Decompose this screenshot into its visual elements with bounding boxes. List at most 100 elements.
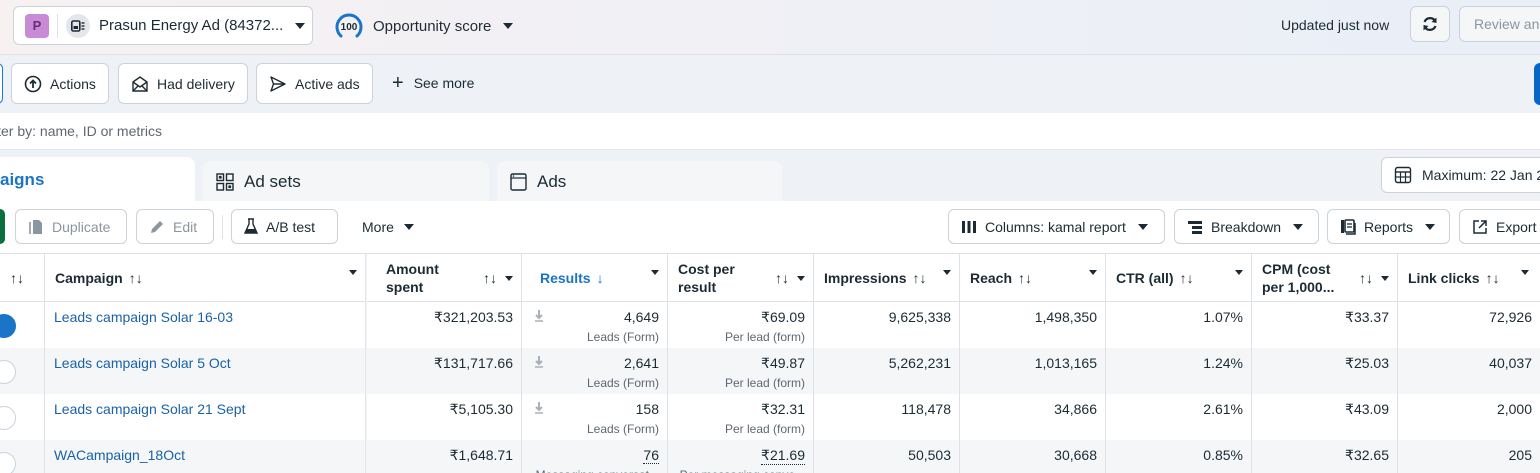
plus-icon: + [392,72,404,94]
ad-icon [510,173,527,191]
tab-ad-sets[interactable]: Ad sets [203,161,489,203]
table-row[interactable]: Leads campaign Solar 16-03 ₹321,203.53 4… [0,302,1540,348]
opportunity-score-dropdown[interactable]: 100 Opportunity score [334,11,514,41]
column-menu-icon[interactable] [349,270,357,275]
cost-per-result-value: ₹32.31 [761,401,805,417]
score-ring-icon: 100 [335,13,363,38]
campaign-name-link[interactable]: Leads campaign Solar 5 Oct [54,355,231,371]
reach-column-header[interactable]: Reach ↑↓ [960,254,1106,302]
pencil-icon [151,220,163,233]
updated-status: Updated just now [1281,17,1390,33]
ab-test-button[interactable]: A/B test [231,209,338,244]
amount-spent-header-label: Amount spent [386,261,439,295]
column-menu-icon[interactable] [651,270,659,275]
more-dropdown[interactable]: More [362,219,414,235]
campaign-toolbar: Duplicate Edit A/B test More Columns: ka… [0,201,1540,254]
tab-campaigns[interactable]: aigns [0,157,195,203]
column-menu-icon[interactable] [1089,270,1097,275]
refresh-icon [1423,17,1437,31]
ctr-column-header[interactable]: CTR (all) ↑↓ [1106,254,1252,302]
column-menu-icon[interactable] [797,275,805,281]
cpm-column-header[interactable]: CPM (cost per 1,000... ↑↓ [1252,254,1398,302]
link-clicks-value: 205 [1508,447,1532,463]
row-select-radio[interactable] [0,452,16,473]
chevron-down-icon [295,22,306,29]
ctr-value: 0.85% [1203,447,1243,463]
row-select-radio[interactable] [0,314,16,338]
create-button-partial[interactable] [1534,63,1540,105]
column-menu-icon[interactable] [1521,270,1529,275]
had-delivery-label: Had delivery [157,75,235,92]
cost-per-result-type: Per messaging conve... [680,468,805,473]
cost-per-result-type: Per lead (form) [724,422,805,436]
campaigns-table: ↑↓ Campaign ↑↓ Amount spent ↑↓ Results ↓ … [0,254,1540,473]
active-ads-label: Active ads [295,75,360,92]
column-menu-icon[interactable] [1381,275,1389,281]
review-and-publish-button[interactable]: Review an [1459,6,1540,42]
filter-search-input[interactable] [0,113,594,149]
breakdown-dropdown[interactable]: Breakdown [1174,209,1319,244]
duplicate-label: Duplicate [52,218,111,235]
results-column-header[interactable]: Results ↓ [522,254,668,302]
results-type: Leads (Form) [586,376,659,390]
link-clicks-column-header[interactable]: Link clicks ↑↓ [1398,254,1540,302]
date-range-picker[interactable]: Maximum: 22 Jan 2 [1381,157,1540,193]
amount-spent-value: ₹131,717.66 [434,355,513,371]
breakdown-label: Breakdown [1211,218,1282,235]
tab-ads[interactable]: Ads [497,161,782,203]
table-row[interactable]: Leads campaign Solar 21 Sept ₹5,105.30 1… [0,394,1540,440]
sort-icon: ↑↓ [128,270,143,286]
filter-bar [0,113,1540,150]
opportunity-score-label: Opportunity score [373,17,492,35]
tab-ad-sets-label: Ad sets [244,172,301,191]
actions-chip[interactable]: Actions [11,63,109,104]
active-ads-chip[interactable]: Active ads [256,63,373,104]
cost-per-result-type: Per lead (form) [724,330,805,344]
amount-spent-column-header[interactable]: Amount spent ↑↓ [376,254,522,302]
reach-header-label: Reach [970,270,1013,286]
export-button[interactable]: Export [1459,209,1540,244]
select-column-header[interactable]: ↑↓ [0,254,45,302]
sort-icon: ↑↓ [1359,270,1373,286]
row-select-radio[interactable] [0,360,16,384]
impressions-header-label: Impressions [824,270,907,286]
reach-value: 34,866 [1054,401,1097,417]
sort-icon: ↑↓ [1018,270,1033,286]
refresh-button[interactable] [1410,6,1450,42]
results-type: Leads (Form) [586,330,659,344]
campaign-name-link[interactable]: WACampaign_18Oct [54,447,185,463]
edit-button[interactable]: Edit [136,209,214,244]
table-row[interactable]: WACampaign_18Oct ₹1,648.71 76 Messaging … [0,440,1540,473]
reports-dropdown[interactable]: Reports [1327,209,1450,244]
create-button-partial[interactable] [0,209,5,244]
cost-per-result-value[interactable]: ₹21.69 [761,447,805,465]
see-more-button[interactable]: + See more [392,72,475,94]
had-delivery-chip[interactable]: Had delivery [118,63,248,104]
frozen-column-divider[interactable] [365,254,367,473]
campaign-column-header[interactable]: Campaign ↑↓ [45,254,366,302]
link-clicks-value: 2,000 [1496,401,1532,417]
chevron-down-icon [1293,223,1304,230]
duplicate-button[interactable]: Duplicate [15,209,127,244]
cost-per-result-value: ₹49.87 [761,355,805,371]
see-more-label: See more [413,75,475,91]
cost-per-result-column-header[interactable]: Cost per result ↑↓ [668,254,814,302]
column-menu-icon[interactable] [1235,270,1243,275]
ctr-value: 1.24% [1203,355,1243,371]
row-select-radio[interactable] [0,406,16,430]
campaign-name-link[interactable]: Leads campaign Solar 21 Sept [54,401,246,417]
more-label: More [362,219,394,235]
campaign-name-link[interactable]: Leads campaign Solar 16-03 [54,309,234,325]
account-selector[interactable]: P Prasun Energy Ad (84372... [13,6,313,45]
amount-spent-value: ₹1,648.71 [449,447,513,463]
sort-desc-icon: ↓ [596,270,604,286]
column-menu-icon[interactable] [505,275,513,281]
table-row[interactable]: Leads campaign Solar 5 Oct ₹131,717.66 2… [0,348,1540,394]
columns-dropdown[interactable]: Columns: kamal report [948,209,1165,244]
impressions-value: 9,625,338 [888,309,951,325]
column-menu-icon[interactable] [943,270,951,275]
impressions-column-header[interactable]: Impressions ↑↓ [814,254,960,302]
results-value[interactable]: 76 [643,447,659,464]
chip-partial[interactable] [0,63,3,104]
results-type: Messaging conversat... [536,468,659,473]
